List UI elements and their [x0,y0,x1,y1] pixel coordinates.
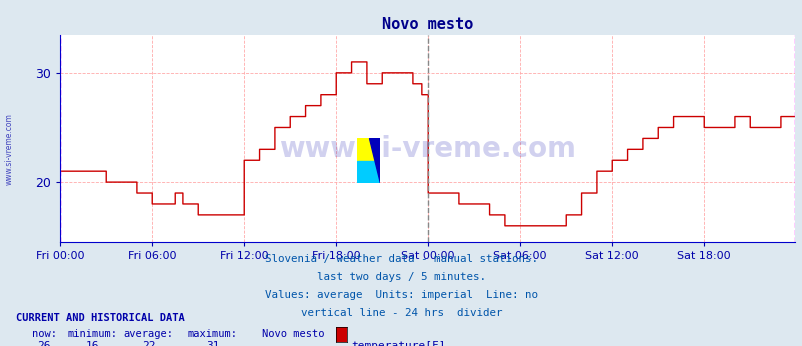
Polygon shape [357,161,379,183]
Text: now:: now: [31,329,57,339]
Text: www.si-vreme.com: www.si-vreme.com [279,135,575,163]
Text: minimum:: minimum: [67,329,117,339]
Text: last two days / 5 minutes.: last two days / 5 minutes. [317,272,485,282]
Text: 22: 22 [142,341,155,346]
Text: Slovenia / weather data - manual stations.: Slovenia / weather data - manual station… [265,254,537,264]
Text: vertical line - 24 hrs  divider: vertical line - 24 hrs divider [301,308,501,318]
Text: CURRENT AND HISTORICAL DATA: CURRENT AND HISTORICAL DATA [16,313,184,323]
Text: www.si-vreme.com: www.si-vreme.com [5,113,14,185]
Text: temperature[F]: temperature[F] [351,341,446,346]
Polygon shape [368,138,379,183]
Text: maximum:: maximum: [188,329,237,339]
Text: Values: average  Units: imperial  Line: no: Values: average Units: imperial Line: no [265,290,537,300]
Text: average:: average: [124,329,173,339]
Text: 16: 16 [86,341,99,346]
Text: 26: 26 [38,341,51,346]
Text: 31: 31 [206,341,219,346]
Title: Novo mesto: Novo mesto [382,17,472,32]
Polygon shape [357,138,379,161]
Text: Novo mesto: Novo mesto [261,329,324,339]
